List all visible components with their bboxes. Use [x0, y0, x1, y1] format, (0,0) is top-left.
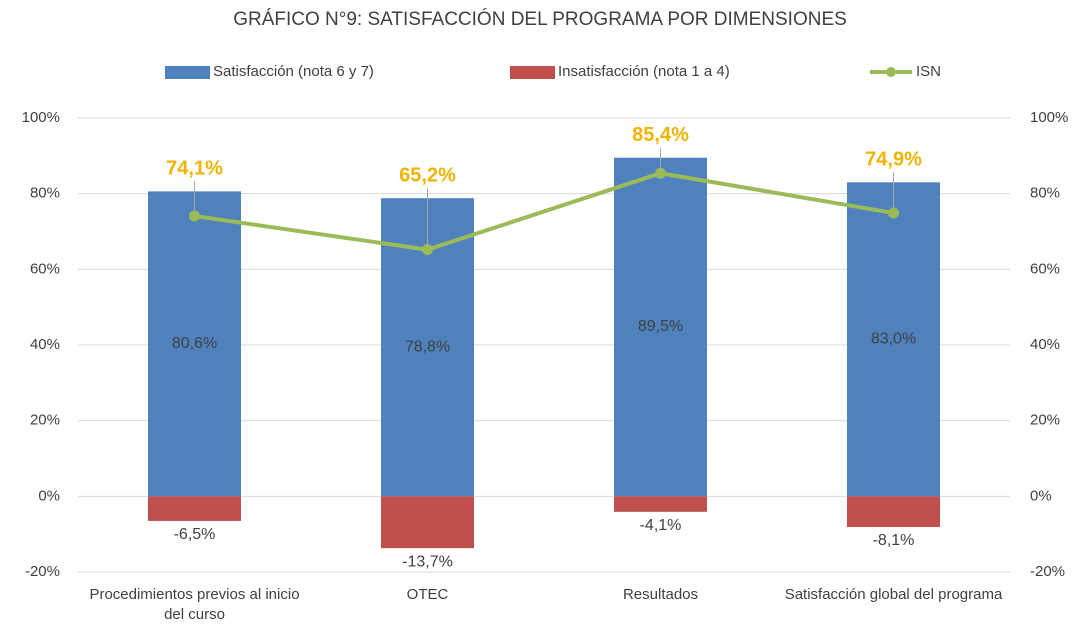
data-label: -6,5% — [174, 526, 216, 543]
line — [194, 171, 894, 252]
y-tick-label: 80% — [30, 185, 60, 202]
y-tick-label: 60% — [30, 260, 60, 277]
y2-tick-label: 100% — [1030, 109, 1068, 126]
legend-swatch — [165, 66, 210, 79]
data-label: -13,7% — [402, 553, 453, 570]
x-tick-label: Procedimientos previos al inicio del cur… — [89, 586, 300, 623]
bar — [847, 496, 940, 527]
data-label: 80,6% — [172, 335, 217, 352]
bar — [148, 191, 241, 497]
y-tick-label: 20% — [30, 412, 60, 429]
data-label: 89,5% — [638, 318, 683, 335]
bar — [614, 157, 707, 497]
data-label: -8,1% — [873, 532, 915, 549]
legend-label: Insatisfacción (nota 1 a 4) — [558, 63, 730, 80]
legend-swatch — [510, 66, 555, 79]
data-label: 78,8% — [405, 338, 450, 355]
y2-tick-label: 0% — [1030, 487, 1052, 504]
bar — [381, 496, 474, 549]
x-tick-label: Resultados — [622, 586, 699, 603]
y2-tick-label: 40% — [1030, 336, 1060, 353]
x-tick-label: Satisfacción global del programa — [784, 586, 1003, 603]
isn-label: 85,4% — [632, 124, 689, 146]
marker — [888, 207, 899, 219]
chart-title: GRÁFICO N°9: SATISFACCIÓN DEL PROGRAMA P… — [233, 8, 847, 30]
legend-label: Satisfacción (nota 6 y 7) — [213, 63, 374, 80]
marker — [655, 167, 666, 179]
bar — [148, 496, 241, 521]
isn-label: 74,1% — [166, 158, 223, 180]
y-tick-label: 40% — [30, 336, 60, 353]
marker — [189, 210, 200, 222]
bar — [847, 182, 940, 497]
legend-label: ISN — [916, 63, 941, 80]
data-label: -4,1% — [640, 517, 682, 534]
isn-label: 74,9% — [865, 149, 922, 171]
data-label: 83,0% — [871, 331, 916, 348]
y-tick-label: 100% — [22, 109, 60, 126]
x-tick-label: OTEC — [406, 586, 449, 603]
y2-tick-label: -20% — [1030, 563, 1065, 580]
y-tick-label: 0% — [38, 487, 60, 504]
marker — [422, 244, 433, 256]
isn-label: 65,2% — [399, 164, 456, 186]
y-tick-label: -20% — [25, 563, 60, 580]
bar — [614, 496, 707, 512]
y2-tick-label: 80% — [1030, 185, 1060, 202]
y2-tick-label: 20% — [1030, 412, 1060, 429]
legend-marker — [886, 67, 896, 77]
y2-tick-label: 60% — [1030, 260, 1060, 277]
